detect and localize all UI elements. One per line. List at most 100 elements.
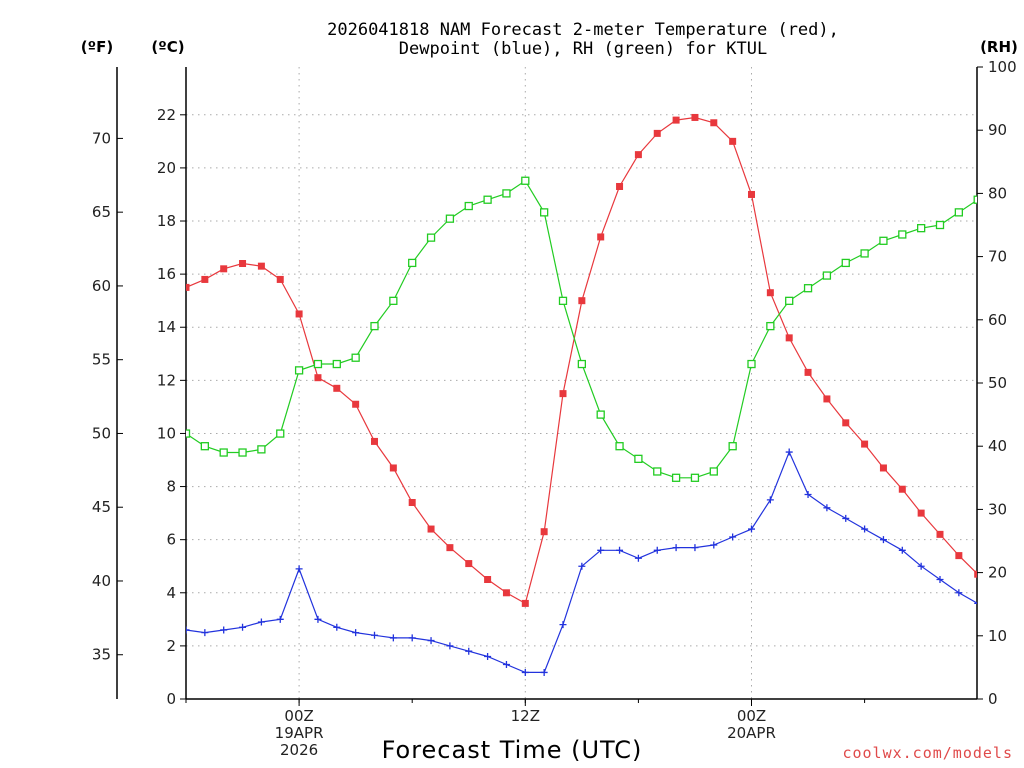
celsius-tick-label: 20 bbox=[157, 159, 176, 177]
rh-axis-ticks: 0 10 20 30 40 50 60 70 80 90 100 bbox=[977, 58, 1017, 708]
rh-tick-label: 80 bbox=[988, 184, 1007, 202]
rh-point bbox=[219, 448, 228, 457]
rh-tick-label: 30 bbox=[988, 500, 1007, 518]
rh-point bbox=[445, 214, 455, 223]
dewpoint-point bbox=[540, 668, 548, 676]
celsius-tick-label: 10 bbox=[157, 424, 176, 442]
rh-point bbox=[785, 296, 794, 305]
dewpoint-point bbox=[220, 626, 228, 634]
dewpoint-point bbox=[521, 668, 529, 676]
celsius-tick-label: 8 bbox=[166, 478, 176, 496]
fahrenheit-tick-label: 50 bbox=[92, 424, 111, 442]
temperature-point bbox=[465, 560, 473, 568]
temperature-point bbox=[597, 233, 605, 241]
dewpoint-point bbox=[785, 448, 793, 456]
dewpoint-point bbox=[597, 546, 605, 554]
rh-line bbox=[186, 179, 977, 479]
dewpoint-point bbox=[861, 525, 869, 533]
rh-point bbox=[276, 429, 285, 438]
dewpoint-point bbox=[672, 544, 680, 552]
temperature-point bbox=[898, 485, 906, 493]
dewpoint-point bbox=[804, 491, 812, 499]
rh-point bbox=[370, 321, 379, 331]
dewpoint-point bbox=[1012, 626, 1019, 633]
temperature-point bbox=[653, 129, 661, 137]
fahrenheit-unit-label: (ºF) bbox=[81, 38, 113, 56]
celsius-axis-ticks: 0 2 4 6 8 10 12 14 16 18 20 22 bbox=[157, 106, 186, 708]
temperature-point bbox=[710, 119, 718, 127]
dewpoint-point bbox=[389, 634, 397, 642]
temperature-point bbox=[634, 151, 642, 159]
temperature-point bbox=[314, 374, 322, 382]
title-line-1: 2026041818 NAM Forecast 2-meter Temperat… bbox=[327, 20, 839, 40]
rh-point bbox=[186, 429, 191, 438]
dewpoint-point bbox=[748, 525, 755, 533]
temperature-point bbox=[823, 395, 831, 403]
rh-point bbox=[615, 442, 624, 451]
temperature-point bbox=[239, 260, 247, 268]
dewpoint-point bbox=[974, 602, 977, 605]
rh-tick-label: 50 bbox=[988, 374, 1007, 392]
celsius-tick-label: 6 bbox=[166, 531, 176, 549]
rh-point bbox=[954, 208, 963, 217]
temperature-point bbox=[578, 297, 586, 305]
dewpoint-point bbox=[955, 589, 963, 597]
fahrenheit-tick-label: 55 bbox=[92, 351, 111, 369]
temperature-point bbox=[804, 368, 812, 376]
plot-frame bbox=[185, 67, 978, 700]
dewpoint-point bbox=[559, 621, 567, 629]
rh-point bbox=[822, 271, 832, 280]
dewpoint-point bbox=[691, 544, 699, 552]
temperature-point bbox=[993, 486, 1000, 493]
rh-point bbox=[521, 176, 530, 185]
rh-tick-label: 70 bbox=[988, 248, 1007, 266]
rh-point bbox=[973, 195, 977, 204]
temperature-point bbox=[446, 544, 454, 552]
rh-point bbox=[313, 359, 323, 369]
dewpoint-point bbox=[408, 634, 416, 642]
rh-tick-label: 90 bbox=[988, 121, 1007, 139]
fahrenheit-tick-label: 70 bbox=[92, 129, 111, 147]
dewpoint-point bbox=[936, 576, 944, 584]
temperature-point bbox=[861, 440, 869, 448]
dewpoint-point bbox=[352, 629, 360, 637]
dewpoint-point bbox=[295, 565, 303, 573]
dewpoint-point bbox=[484, 653, 492, 661]
temperature-point bbox=[295, 310, 303, 318]
rh-point bbox=[483, 195, 492, 204]
dewpoint-point bbox=[729, 533, 737, 541]
temperature-point bbox=[257, 262, 265, 270]
rh-point bbox=[766, 321, 775, 331]
rh-point bbox=[577, 359, 586, 369]
dewpoint-point bbox=[616, 546, 624, 554]
dewpoint-point bbox=[201, 629, 209, 637]
temperature-point bbox=[408, 498, 416, 506]
temperature-point bbox=[842, 419, 850, 427]
dewpoint-point bbox=[465, 647, 473, 655]
x-axis-label: Forecast Time (UTC) bbox=[382, 736, 643, 764]
temperature-point bbox=[276, 275, 284, 283]
rh-point bbox=[935, 220, 945, 230]
dewpoint-point bbox=[823, 504, 831, 512]
rh-tick-label: 60 bbox=[988, 311, 1007, 329]
temperature-point bbox=[333, 384, 341, 392]
rh-point bbox=[917, 224, 926, 233]
rh-tick-label: 10 bbox=[988, 627, 1007, 645]
dewpoint-point bbox=[578, 562, 586, 570]
time-tick-label: 00Z bbox=[737, 707, 766, 725]
temperature-point bbox=[1012, 334, 1019, 341]
rh-point bbox=[540, 208, 549, 217]
rh-point bbox=[879, 236, 888, 245]
temperature-point bbox=[879, 464, 887, 472]
rh-point bbox=[671, 473, 681, 482]
credit-label: coolwx.com/models bbox=[842, 744, 1013, 762]
series-layer bbox=[186, 113, 1019, 676]
celsius-tick-label: 12 bbox=[157, 371, 176, 389]
fahrenheit-axis-ticks: 35 40 45 50 55 60 65 70 bbox=[92, 67, 123, 699]
temperature-point bbox=[186, 283, 190, 291]
temperature-point bbox=[672, 116, 680, 124]
temperature-point bbox=[540, 528, 548, 536]
rh-point bbox=[709, 467, 718, 476]
temperature-point bbox=[729, 137, 737, 145]
temperature-point bbox=[766, 289, 774, 297]
